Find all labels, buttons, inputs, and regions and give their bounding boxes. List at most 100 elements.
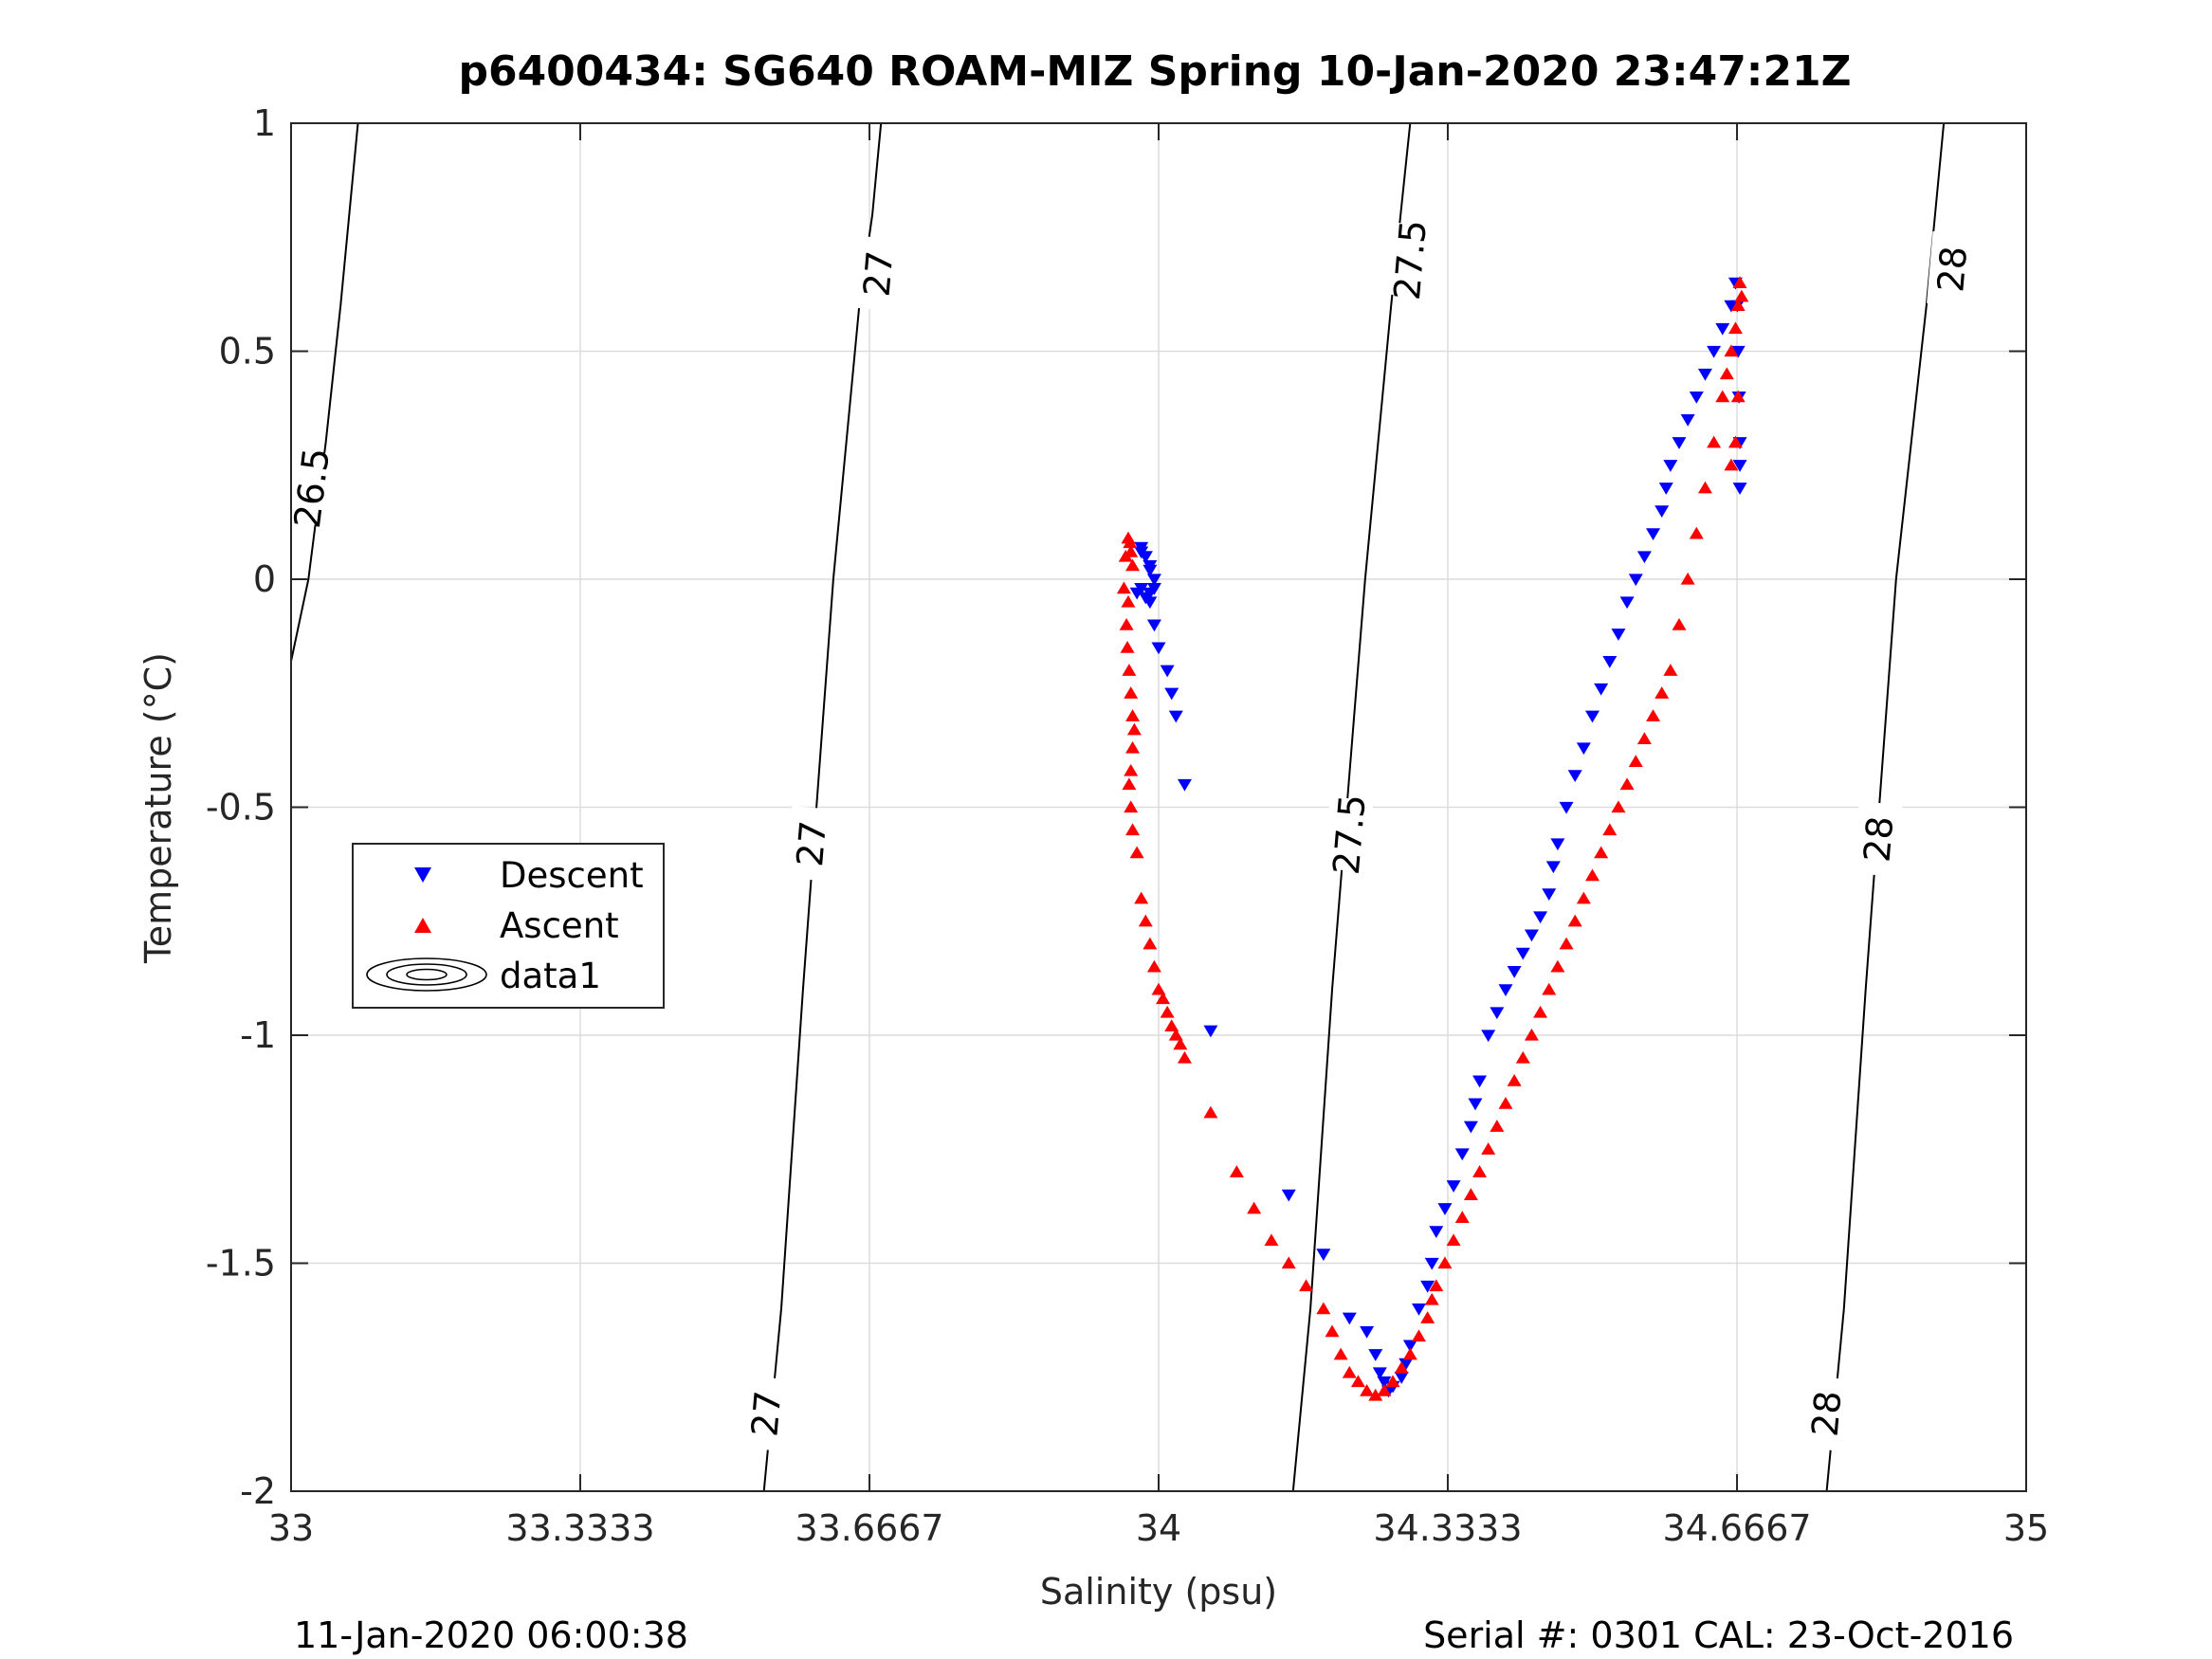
ascent-point bbox=[1151, 982, 1166, 995]
ascent-point bbox=[1628, 755, 1643, 768]
isopycnal-line bbox=[290, 122, 359, 662]
ascent-point bbox=[1342, 1365, 1357, 1378]
contour-label-bg bbox=[1927, 231, 1977, 307]
descent-point bbox=[1646, 528, 1661, 541]
ascent-point bbox=[1724, 344, 1739, 357]
contour-label-bg bbox=[284, 449, 338, 527]
ascent-point bbox=[1533, 1005, 1548, 1018]
ascent-point bbox=[1663, 664, 1678, 676]
descent-point bbox=[1168, 710, 1183, 723]
contour-label-group: 28 bbox=[1853, 801, 1903, 877]
descent-point bbox=[1628, 574, 1643, 587]
ascent-point bbox=[1724, 458, 1739, 471]
ascent-point bbox=[1542, 982, 1557, 995]
descent-point bbox=[1542, 888, 1557, 902]
contour-label-group: 27 bbox=[785, 806, 836, 882]
contour-label: 28 bbox=[1929, 245, 1975, 294]
descent-point bbox=[1420, 1280, 1435, 1293]
contour-label: 27 bbox=[789, 819, 834, 868]
ascent-point bbox=[1498, 1097, 1513, 1109]
ascent-point bbox=[1124, 545, 1139, 557]
ascent-point bbox=[1299, 1279, 1314, 1292]
contour-label-group: 28 bbox=[1927, 231, 1977, 307]
descent-point bbox=[1472, 1075, 1488, 1088]
descent-marker-icon bbox=[414, 867, 431, 883]
ascent-point bbox=[1732, 276, 1747, 288]
x-axis-label: Salinity (psu) bbox=[1040, 1571, 1277, 1613]
ascent-point bbox=[1119, 617, 1134, 630]
contour-label: 28 bbox=[1856, 814, 1901, 864]
ascent-point bbox=[1646, 709, 1661, 721]
descent-point bbox=[1281, 1189, 1296, 1202]
ascent-point bbox=[1734, 289, 1749, 302]
ascent-point bbox=[1168, 1028, 1183, 1041]
contour-label-bg bbox=[1801, 1376, 1851, 1451]
descent-point bbox=[1611, 629, 1626, 641]
ascent-point bbox=[1524, 1028, 1539, 1041]
ascent-point bbox=[1125, 558, 1141, 572]
descent-point bbox=[1372, 1367, 1387, 1380]
ascent-series bbox=[1116, 276, 1749, 1401]
ascent-point bbox=[1507, 1073, 1522, 1086]
descent-point bbox=[1134, 546, 1149, 559]
ascent-point bbox=[1146, 959, 1161, 973]
descent-point bbox=[1576, 742, 1591, 756]
ascent-point bbox=[1611, 800, 1626, 813]
ascent-point bbox=[1730, 299, 1746, 312]
descent-point bbox=[1368, 1349, 1383, 1361]
descent-point bbox=[1524, 929, 1539, 942]
ascent-point bbox=[1585, 868, 1600, 882]
ascent-point bbox=[1164, 1019, 1179, 1032]
descent-point bbox=[1129, 587, 1144, 600]
descent-point bbox=[1732, 460, 1747, 472]
contour-label-group: 27 bbox=[740, 1376, 791, 1451]
y-tick-label: -2 bbox=[240, 1470, 276, 1512]
descent-point bbox=[1663, 460, 1678, 472]
descent-point bbox=[1707, 345, 1722, 358]
ascent-point bbox=[1229, 1165, 1244, 1177]
ascent-point bbox=[1515, 1050, 1530, 1064]
ascent-point bbox=[1264, 1233, 1279, 1247]
ascent-point bbox=[1125, 740, 1141, 754]
legend-label-data1: data1 bbox=[500, 956, 601, 996]
ascent-point bbox=[1446, 1233, 1461, 1247]
ascent-point bbox=[1619, 777, 1635, 791]
ascent-point bbox=[1316, 1302, 1331, 1315]
ascent-point bbox=[1124, 686, 1139, 699]
x-tick-label: 33.3333 bbox=[505, 1507, 654, 1549]
descent-point bbox=[1602, 655, 1618, 668]
descent-point bbox=[1732, 483, 1747, 495]
descent-point bbox=[1394, 1372, 1409, 1384]
descent-point bbox=[1203, 1025, 1218, 1038]
ascent-point bbox=[1636, 732, 1652, 744]
ascent-point bbox=[1124, 763, 1139, 776]
legend-label-ascent: Ascent bbox=[500, 905, 619, 946]
ascent-point bbox=[1654, 686, 1670, 699]
descent-point bbox=[1550, 838, 1565, 851]
ascent-point bbox=[1481, 1142, 1496, 1155]
ascent-point bbox=[1203, 1105, 1218, 1119]
y-axis-label: Temperature (°C) bbox=[137, 652, 179, 964]
ascent-point bbox=[1429, 1279, 1444, 1292]
descent-point bbox=[1594, 683, 1609, 696]
descent-point bbox=[1654, 505, 1670, 518]
ascent-point bbox=[1333, 1347, 1348, 1360]
descent-point bbox=[1481, 1030, 1496, 1043]
descent-point bbox=[1658, 483, 1673, 495]
descent-point bbox=[1533, 911, 1548, 924]
ascent-point bbox=[1715, 390, 1730, 403]
ascent-point bbox=[1173, 1037, 1188, 1050]
legend-item-descent: Descent bbox=[414, 855, 644, 896]
ascent-point bbox=[1138, 914, 1153, 927]
descent-point bbox=[1146, 619, 1161, 632]
contour-label-group: 26.5 bbox=[284, 446, 338, 530]
chart-title: p6400434: SG640 ROAM-MIZ Spring 10-Jan-2… bbox=[458, 47, 1851, 96]
contour-label: 27 bbox=[855, 249, 901, 299]
descent-point bbox=[1559, 801, 1574, 814]
x-tick-label: 33.6667 bbox=[795, 1507, 943, 1549]
descent-point bbox=[1463, 1121, 1478, 1134]
y-tick-label: 1 bbox=[253, 102, 276, 144]
ascent-point bbox=[1728, 321, 1743, 335]
y-tick-label: 0 bbox=[253, 558, 276, 600]
contour-label: 27 bbox=[743, 1389, 789, 1438]
